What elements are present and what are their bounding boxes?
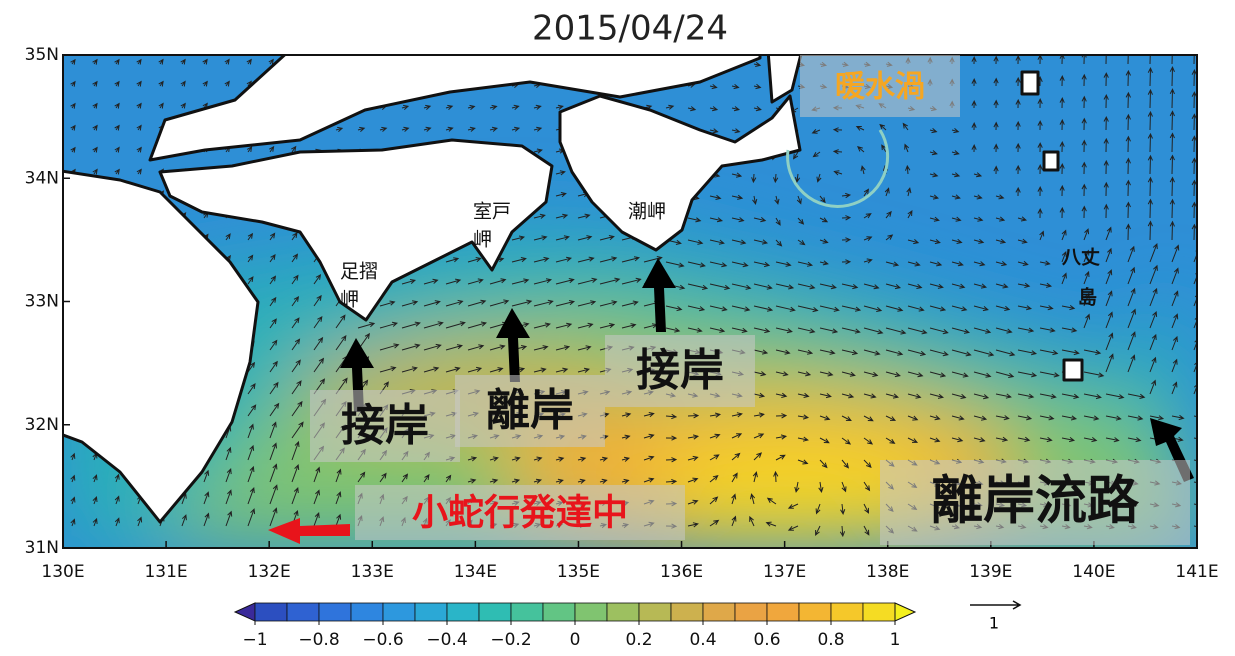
colorbar-segment <box>286 602 320 622</box>
reference-arrow <box>970 600 1022 610</box>
y-tick-label: 35N <box>25 45 59 65</box>
annotation-text: 離岸流路 <box>931 472 1140 532</box>
colorbar-tick-label: 0.6 <box>753 630 780 650</box>
reference-label: 1 <box>989 614 999 633</box>
colorbar-segment <box>318 602 352 622</box>
colorbar-tick-label: 0.2 <box>625 630 652 650</box>
colorbar-segment <box>510 602 544 622</box>
colorbar-segment <box>414 602 448 622</box>
colorbar-segment <box>766 602 800 622</box>
x-tick-label: 140E <box>1072 562 1115 582</box>
colorbar-segment <box>542 602 576 622</box>
y-tick-label: 31N <box>25 538 59 558</box>
place-label: 室戸 <box>473 201 511 223</box>
colorbar-tick-label: −1 <box>242 630 267 650</box>
y-tick-label: 34N <box>25 168 59 188</box>
annotation-box <box>800 55 960 117</box>
colorbar-segment <box>798 602 832 622</box>
annotation-text: 離岸 <box>486 385 574 436</box>
annotation-text: 暖水渦 <box>835 70 925 105</box>
x-tick-label: 137E <box>763 562 806 582</box>
x-tick-label: 133E <box>351 562 394 582</box>
colorbar-tick-label: 0 <box>570 630 581 650</box>
annotation-text: 接岸 <box>636 345 724 396</box>
y-tick-label: 33N <box>25 292 59 312</box>
place-label: 岬 <box>473 229 492 251</box>
colorbar-segment <box>702 602 736 622</box>
colorbar-tick-label: 1 <box>890 630 901 650</box>
colorbar-segment <box>830 602 864 622</box>
colorbar-extend <box>894 602 917 622</box>
x-tick-label: 136E <box>660 562 703 582</box>
colorbar-segment <box>638 602 672 622</box>
axes: 130E 131E 132E 133E 134E 135E 136E 137E 138E 139E… <box>25 45 1219 582</box>
colorbar: −1 −0.8 −0.6 −0.4 −0.2 0 0.2 0.4 0.6 0.8 1 <box>233 602 917 650</box>
place-label: 島 <box>1078 286 1097 309</box>
place-label: 潮岬 <box>628 201 666 223</box>
colorbar-segment <box>350 602 384 622</box>
pointer-arrows <box>268 129 1194 544</box>
place-label: 八丈 <box>1062 247 1100 269</box>
y-tick-label: 32N <box>25 415 59 435</box>
colorbar-segment <box>382 602 416 622</box>
annotation-box <box>605 335 755 407</box>
annotation-box <box>455 375 605 447</box>
colorbar-tick-label: −0.6 <box>362 630 403 650</box>
colorbar-segment <box>574 602 608 622</box>
colorbar-segment <box>446 602 480 622</box>
colorbar-tick-label: −0.8 <box>298 630 339 650</box>
colorbar-tick-label: −0.2 <box>490 630 531 650</box>
title: 2015/04/24 <box>532 9 728 49</box>
annotation-box <box>355 485 685 540</box>
x-tick-label: 139E <box>969 562 1012 582</box>
place-label: 足摺 <box>340 261 378 283</box>
reference-vector: 1 <box>970 600 1022 633</box>
colorbar-segment <box>734 602 768 622</box>
colorbar-segment <box>478 602 512 622</box>
annotation-text: 接岸 <box>341 400 429 451</box>
colorbar-tick-label: 0.4 <box>689 630 716 650</box>
x-tick-label: 131E <box>144 562 187 582</box>
colorbar-segment <box>606 602 640 622</box>
annotation-box <box>310 390 460 462</box>
colorbar-tick-label: −0.4 <box>426 630 467 650</box>
annotation-text: 小蛇行発達中 <box>412 493 628 534</box>
x-tick-label: 141E <box>1175 562 1218 582</box>
colorbar-segment <box>670 602 704 622</box>
x-tick-label: 134E <box>454 562 497 582</box>
colorbar-segment <box>254 602 288 622</box>
colorbar-tick-label: 0.8 <box>817 630 844 650</box>
land <box>63 55 1084 524</box>
x-tick-label: 138E <box>866 562 909 582</box>
x-tick-label: 130E <box>41 562 84 582</box>
place-label: 岬 <box>340 289 359 311</box>
x-tick-label: 135E <box>557 562 600 582</box>
annotation-box <box>880 460 1190 545</box>
colorbar-segment <box>862 602 896 622</box>
x-tick-label: 132E <box>248 562 291 582</box>
colorbar-extend <box>233 602 256 622</box>
